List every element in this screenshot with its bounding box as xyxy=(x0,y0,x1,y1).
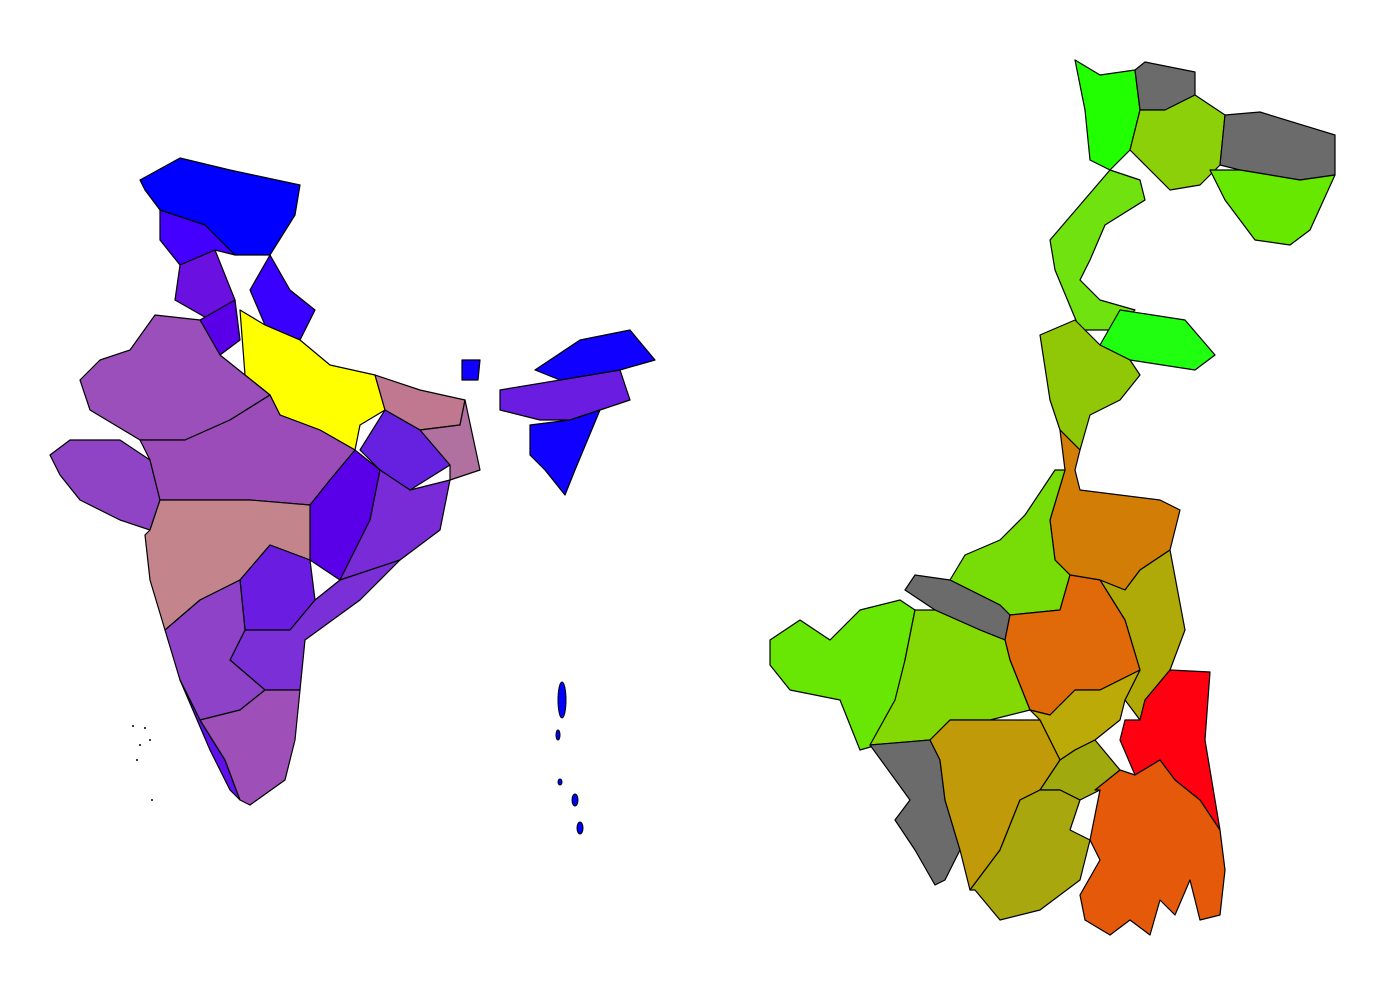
india-region xyxy=(461,359,481,381)
india-region xyxy=(49,439,161,531)
island-region xyxy=(557,778,563,786)
west-bengal-region xyxy=(1209,169,1336,246)
india-region xyxy=(534,329,656,381)
island-region xyxy=(132,725,134,727)
india-region xyxy=(529,409,601,496)
india-map xyxy=(49,157,656,835)
west-bengal-region xyxy=(1039,319,1141,451)
island-region xyxy=(571,793,579,807)
west-bengal-map xyxy=(769,59,1336,936)
west-bengal-region xyxy=(1079,759,1226,936)
island-region xyxy=(144,727,146,729)
west-bengal-region xyxy=(1074,59,1141,171)
india-region xyxy=(199,689,301,806)
island-region xyxy=(555,729,561,741)
island-region xyxy=(151,799,153,801)
island-region xyxy=(149,739,151,741)
island-region xyxy=(557,681,567,719)
india-region xyxy=(419,399,481,481)
west-bengal-region xyxy=(1049,169,1146,331)
west-bengal-region xyxy=(1129,94,1226,191)
island-region xyxy=(576,821,584,835)
island-region xyxy=(139,744,141,746)
island-region xyxy=(136,759,138,761)
